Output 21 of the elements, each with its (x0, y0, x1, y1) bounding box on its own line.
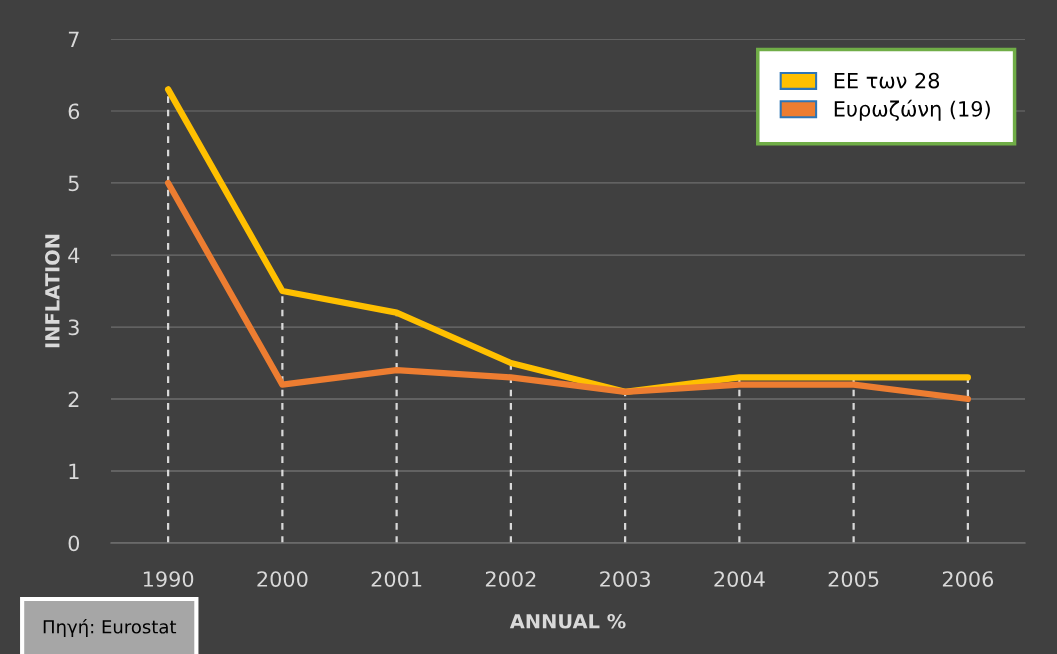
x-tick-label: 2000 (257, 571, 308, 587)
y-tick-label: 4 (68, 247, 80, 263)
x-tick-label: 2006 (942, 571, 994, 587)
x-axis-title: ANNUAL % (509, 613, 626, 629)
y-tick-label: 7 (68, 31, 79, 47)
y-tick-label: 2 (68, 391, 79, 407)
y-axis-title: INFLATION (45, 234, 60, 348)
x-tick-label: 1990 (143, 571, 194, 587)
text: Πηγή: Eurostat (43, 618, 177, 638)
y-tick-label: 1 (69, 463, 79, 479)
y-tick-label: 3 (68, 319, 79, 336)
y-tick-label: 0 (68, 535, 80, 552)
x-tick-label: 2001 (371, 571, 422, 587)
legend-label: Ευρωζώνη (19) (834, 99, 990, 121)
legend-label: ΕΕ των 28 (834, 72, 940, 89)
x-tick-label: 2005 (828, 571, 879, 587)
x-tick-label: 2003 (600, 571, 650, 587)
y-tick-label: 5 (68, 175, 79, 192)
x-tick-label: 2004 (714, 571, 765, 587)
x-tick-label: 2002 (485, 571, 536, 587)
y-tick-label: 6 (68, 103, 80, 120)
